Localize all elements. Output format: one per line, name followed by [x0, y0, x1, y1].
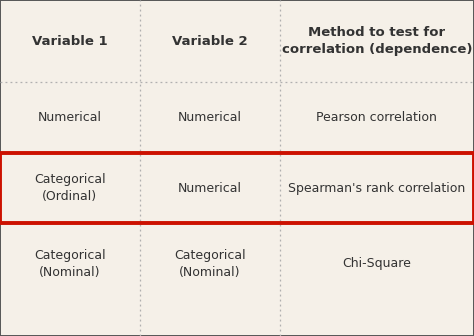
Text: Variable 2: Variable 2 [172, 35, 247, 48]
Text: Numerical: Numerical [178, 111, 242, 124]
Text: Spearman's rank correlation: Spearman's rank correlation [288, 182, 465, 195]
Text: Method to test for
correlation (dependence): Method to test for correlation (dependen… [282, 27, 472, 56]
Text: Categorical
(Ordinal): Categorical (Ordinal) [34, 173, 106, 203]
Bar [0, 153, 474, 223]
Text: Numerical: Numerical [178, 182, 242, 195]
Text: Categorical
(Nominal): Categorical (Nominal) [174, 249, 246, 279]
Text: Numerical: Numerical [38, 111, 102, 124]
Text: Categorical
(Nominal): Categorical (Nominal) [34, 249, 106, 279]
Text: Chi-Square: Chi-Square [342, 257, 411, 270]
Text: Variable 1: Variable 1 [32, 35, 108, 48]
Text: Pearson correlation: Pearson correlation [316, 111, 438, 124]
